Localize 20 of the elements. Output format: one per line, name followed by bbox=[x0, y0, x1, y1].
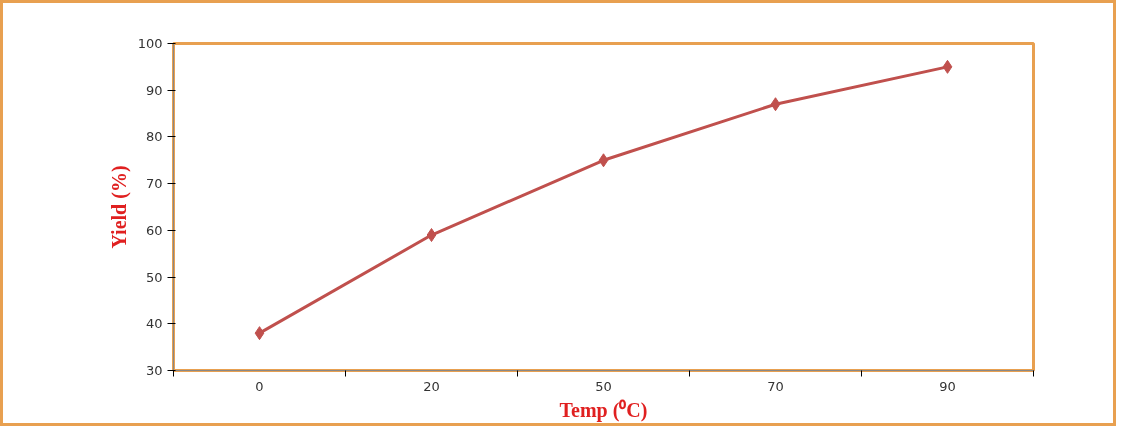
y-tick-label: 70 bbox=[145, 176, 163, 192]
point bbox=[426, 228, 437, 243]
point bbox=[254, 326, 265, 341]
point bbox=[770, 97, 781, 112]
x-tick-label: 20 bbox=[423, 378, 440, 394]
y-tick-label: 80 bbox=[145, 129, 163, 145]
point bbox=[942, 59, 953, 74]
y-tick-label: 30 bbox=[145, 363, 163, 378]
y-tick-label: 90 bbox=[145, 82, 163, 98]
y-tick-label: 60 bbox=[145, 222, 163, 238]
x-axis-title: Temp (⁰C) bbox=[559, 398, 648, 422]
point bbox=[598, 153, 609, 168]
y-tick-label: 100 bbox=[137, 36, 163, 51]
x-tick-label: 70 bbox=[767, 378, 784, 394]
x-tick-label: 50 bbox=[595, 378, 612, 394]
y-tick-label: 50 bbox=[145, 269, 163, 285]
x-tick-label: 90 bbox=[939, 378, 956, 394]
y-tick-label: 40 bbox=[145, 316, 163, 332]
x-tick-label: 0 bbox=[255, 378, 264, 394]
y-axis-title: Yield (%) bbox=[107, 165, 131, 249]
